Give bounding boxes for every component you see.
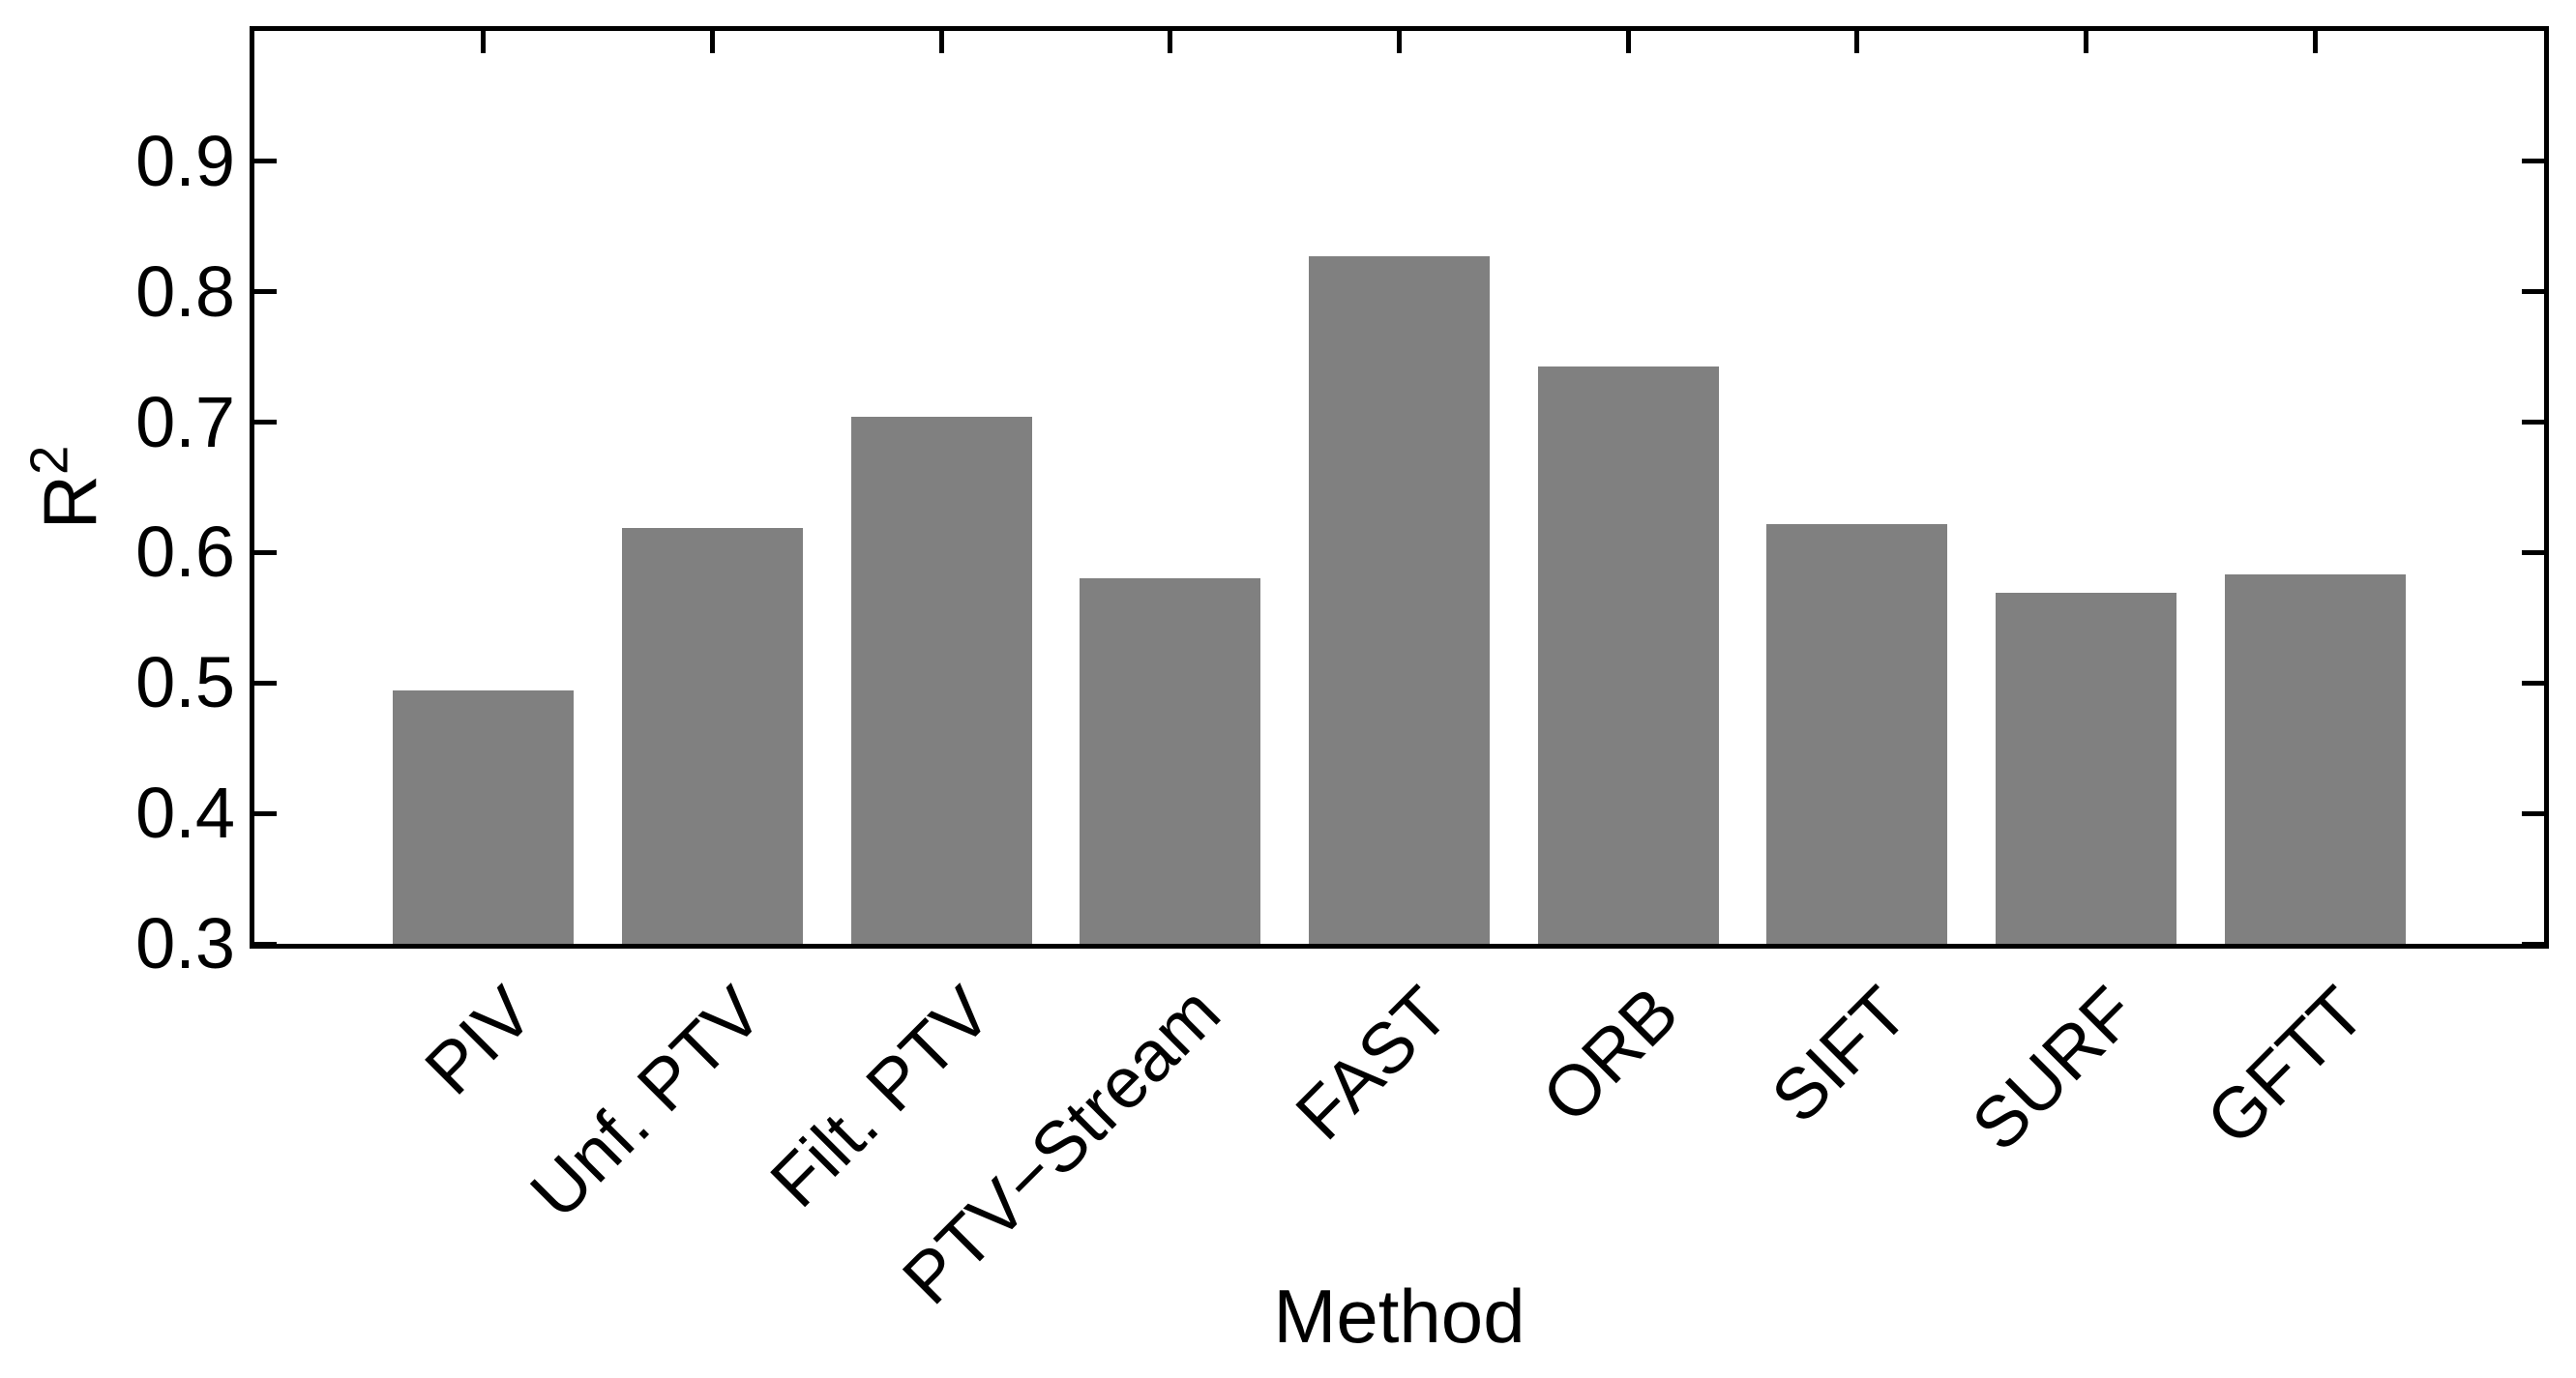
- bar-unf-ptv: [621, 527, 803, 944]
- bar-gftt: [2224, 574, 2406, 944]
- y-tick-right-0.8: [2522, 289, 2544, 295]
- y-tick-right-0.3: [2522, 941, 2544, 947]
- y-tick-label-0.3: 0.3: [135, 903, 235, 983]
- x-tick-top-sift: [1854, 31, 1860, 53]
- x-tick-label-fast: FAST: [1281, 971, 1465, 1156]
- y-tick-label-0.8: 0.8: [135, 250, 235, 332]
- x-axis-label: Method: [1273, 1274, 1525, 1359]
- bar-orb: [1537, 366, 1719, 944]
- x-tick-label-orb: ORB: [1526, 971, 1694, 1138]
- x-tick-top-gftt: [2312, 31, 2318, 53]
- x-tick-label-sift: SIFT: [1756, 971, 1923, 1138]
- y-tick-left-0.9: [254, 159, 277, 164]
- x-tick-label-piv: PIV: [409, 971, 548, 1110]
- y-tick-label-0.9: 0.9: [135, 120, 235, 201]
- y-tick-left-0.3: [254, 941, 277, 947]
- bar-sift: [1766, 523, 1948, 944]
- x-tick-top-fast: [1397, 31, 1402, 53]
- bar-surf: [1996, 593, 2177, 944]
- y-tick-label-0.4: 0.4: [135, 773, 235, 854]
- y-tick-right-0.4: [2522, 810, 2544, 816]
- bar-filt-ptv: [850, 417, 1032, 944]
- y-tick-left-0.4: [254, 810, 277, 816]
- y-tick-right-0.6: [2522, 549, 2544, 555]
- x-tick-top-orb: [1625, 31, 1631, 53]
- y-tick-right-0.9: [2522, 159, 2544, 164]
- x-tick-label-unf-ptv: Unf. PTV: [515, 971, 778, 1234]
- y-tick-right-0.7: [2522, 420, 2544, 425]
- x-tick-top-piv: [481, 31, 487, 53]
- x-tick-label-gftt: GFTT: [2191, 971, 2381, 1160]
- bar-fast: [1309, 256, 1490, 944]
- y-tick-left-0.6: [254, 549, 277, 555]
- y-tick-left-0.5: [254, 680, 277, 686]
- y-tick-left-0.7: [254, 420, 277, 425]
- x-tick-label-surf: SURF: [1956, 971, 2151, 1166]
- x-tick-top-filt-ptv: [938, 31, 944, 53]
- x-tick-top-unf-ptv: [709, 31, 715, 53]
- x-tick-top-ptv-stream: [1168, 31, 1173, 53]
- bar-ptv-stream: [1080, 578, 1261, 944]
- y-tick-label-0.5: 0.5: [135, 642, 235, 723]
- y-tick-right-0.5: [2522, 680, 2544, 686]
- y-tick-label-0.7: 0.7: [135, 381, 235, 462]
- y-tick-left-0.8: [254, 289, 277, 295]
- plot-area: [250, 26, 2549, 949]
- x-tick-top-surf: [2084, 31, 2089, 53]
- y-tick-label-0.6: 0.6: [135, 512, 235, 593]
- bar-piv: [393, 690, 575, 944]
